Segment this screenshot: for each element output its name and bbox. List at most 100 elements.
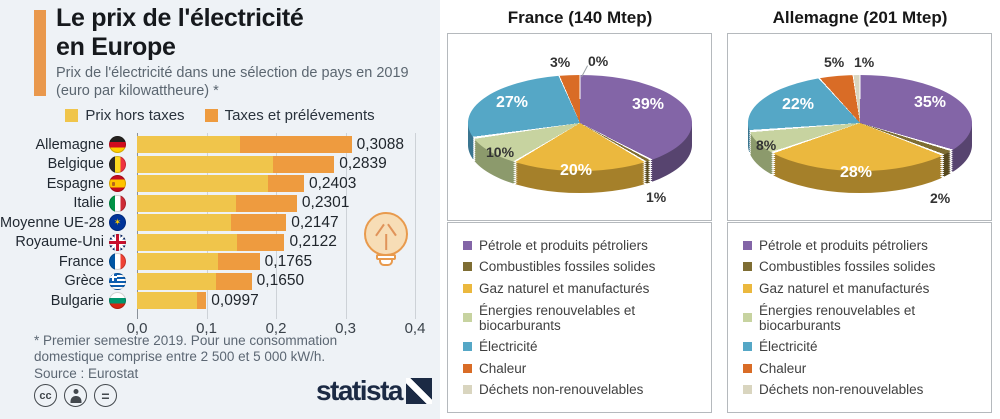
pie-panel-france: France (140 Mtep) 39% 1% 20% 10% 27% 3% 0% Pétro… <box>440 0 720 419</box>
pie-legend-item: Chaleur <box>448 361 711 376</box>
pie-top-face <box>748 75 972 171</box>
flag-icon-eu: ✶ <box>109 214 126 232</box>
electricity-price-panel: Le prix de l'électricité en Europe Prix … <box>0 0 440 419</box>
pie-legend-label: Pétrole et produits pétroliers <box>759 237 928 253</box>
legend-swatch-icon <box>743 313 752 322</box>
slice-percent-label: 20% <box>560 162 593 179</box>
subtitle-line-2: (euro par kilowattheure) * <box>56 83 219 99</box>
title-line-2: en Europe <box>56 33 176 61</box>
cc-icon[interactable]: cc <box>34 384 57 407</box>
pie-legend-label: Énergies renouvelables et biocarburants <box>479 302 636 333</box>
x-axis-tick: 0,2 <box>265 320 287 337</box>
gridline <box>345 133 347 319</box>
pie-legend-item: Chaleur <box>728 361 991 376</box>
country-label: Espagne <box>46 175 104 192</box>
slice-percent-label: 1% <box>854 54 875 70</box>
footnote-line-1: * Premier semestre 2019. Pour une consom… <box>34 333 338 348</box>
bar-row: Moyenne UE-28 ✶ 0,2147 <box>0 213 440 232</box>
pie-legend-item: Pétrole et produits pétroliers <box>448 238 711 253</box>
lightbulb-icon <box>362 212 410 278</box>
bar-segment <box>217 253 260 271</box>
value-label: 0,2147 <box>291 213 339 231</box>
footnote: * Premier semestre 2019. Pour une consom… <box>34 333 337 365</box>
slice-percent-label: 28% <box>840 164 873 181</box>
legend-swatch-icon <box>463 283 472 293</box>
country-label: Bulgarie <box>50 292 104 309</box>
pie-legend-label: Chaleur <box>759 360 807 376</box>
value-label: 0,3088 <box>356 135 405 153</box>
country-label: Grèce <box>64 273 105 290</box>
country-label: Royaume-Uni <box>15 234 104 251</box>
bar-row: Allemagne 0,3088 <box>0 136 440 153</box>
flag-icon-de <box>109 136 126 153</box>
slice-percent-label: 22% <box>782 96 815 113</box>
bar-segment <box>137 175 269 193</box>
chart-subtitle: Prix de l'électricité dans une sélection… <box>56 64 409 100</box>
legend-swatch-icon <box>743 240 752 250</box>
bar-segment <box>137 136 240 153</box>
bar-segment <box>239 136 352 153</box>
statista-wordmark: statista <box>315 375 404 406</box>
bar-segment <box>236 194 297 212</box>
pie-title: France (140 Mtep) <box>507 8 653 27</box>
value-label: 0,1765 <box>264 252 313 270</box>
x-axis-tick: 0,4 <box>404 320 426 337</box>
pie-legend-item: Électricité <box>448 339 711 354</box>
pie-legend-label: Combustibles fossiles solides <box>759 259 936 275</box>
cc-by-person-icon[interactable] <box>64 384 87 407</box>
cc-nd-icon[interactable]: = <box>94 384 117 407</box>
slice-percent-label: 1% <box>646 189 667 205</box>
bar-segment <box>137 272 217 290</box>
bar-segment <box>196 292 207 310</box>
pie-3d <box>748 75 972 193</box>
bar-segment <box>268 175 304 193</box>
legend-swatch-icon <box>463 385 472 395</box>
bar-segment <box>137 233 238 251</box>
value-label: 0,1650 <box>256 272 305 290</box>
pie-legend-label: Déchets non-renouvelables <box>759 382 924 398</box>
legend-swatch-icon <box>463 342 472 352</box>
pie-legend-item: Combustibles fossiles solides <box>448 259 711 274</box>
slice-percent-label: 3% <box>550 54 571 70</box>
pie-legend-label: Gaz naturel et manufacturés <box>759 280 930 296</box>
bar-segment <box>137 253 218 271</box>
pie-legend-item: Pétrole et produits pétroliers <box>728 238 991 253</box>
legend-swatch-icon <box>463 240 472 250</box>
x-axis-tick: 0,0 <box>126 320 148 337</box>
legend-swatch-icon <box>743 262 752 272</box>
country-label: Moyenne UE-28 <box>0 214 105 231</box>
slice-percent-label: 0% <box>588 53 609 69</box>
page-title: Le prix de l'électricité en Europe <box>56 4 304 62</box>
pie-plot-area: 35% 2% 28% 8% 22% 5% 1% <box>727 33 992 221</box>
bar-segment <box>237 233 285 251</box>
flag-icon-it <box>109 194 126 212</box>
statista-logo[interactable]: statista <box>316 375 432 407</box>
flag-icon-bg <box>109 292 126 310</box>
pie-legend-label: Électricité <box>759 339 818 355</box>
country-label: Allemagne <box>35 136 104 153</box>
legend-swatch-icon <box>743 363 752 373</box>
pie-legend-label: Chaleur <box>479 360 527 376</box>
bar-row: Grèce 0,1650 <box>0 272 440 290</box>
bar-row: Espagne 0,2403 <box>0 174 440 193</box>
slice-percent-label: 35% <box>914 94 947 111</box>
legend-label: Taxes et prélévements <box>224 107 375 124</box>
subtitle-line-1: Prix de l'électricité dans une sélection… <box>56 65 409 81</box>
pie-legend-label: Combustibles fossiles solides <box>479 259 656 275</box>
bar-row: Italie 0,2301 <box>0 194 440 212</box>
legend-swatch-icon <box>743 385 752 395</box>
legend-swatch-icon <box>463 262 472 272</box>
bar-row: Belgique 0,2839 <box>0 155 440 173</box>
bar-row: Royaume-Uni 0,2122 <box>0 233 440 251</box>
value-label: 0,2122 <box>289 233 337 251</box>
bar-row: France 0,1765 <box>0 252 440 271</box>
pie-title: Allemagne (201 Mtep) <box>772 8 948 27</box>
pie-legend-item: Énergies renouvelables et biocarburants <box>448 303 711 333</box>
legend-item: Prix hors taxes <box>65 107 185 124</box>
source-label: Source : Eurostat <box>34 366 139 381</box>
flag-icon-be <box>109 155 126 173</box>
value-label: 0,2403 <box>308 174 357 192</box>
legend-swatch-icon <box>463 363 472 373</box>
flag-icon-es <box>109 175 126 193</box>
